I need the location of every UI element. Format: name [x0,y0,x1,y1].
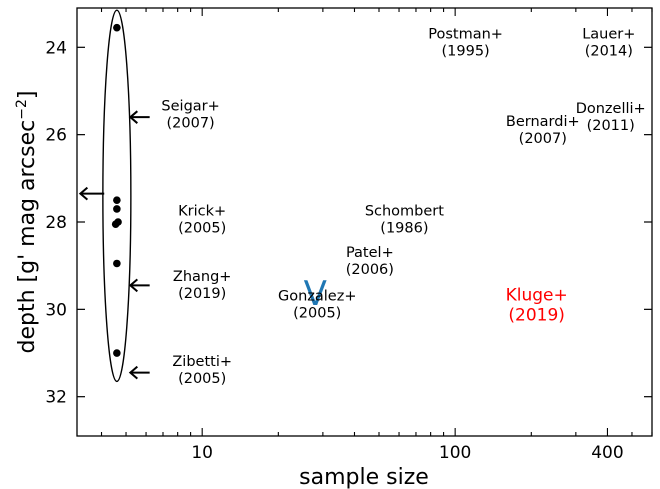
annotation-line: (2014) [585,44,633,60]
x-tick-label: 400 [591,443,623,463]
x-tick-label: 100 [439,443,471,463]
y-tick-label: 28 [45,213,67,233]
annotation-line: (2005) [178,220,226,236]
y-tick-label: 26 [45,126,67,146]
data-point [113,349,121,357]
annotation-line: Kluge+ [506,286,568,306]
plot-shapes: V [78,9,327,383]
annotation-line: (1986) [380,220,428,236]
x-tick-label: 10 [191,443,213,463]
data-point [114,218,122,226]
annotation-schombert: Schombert (1986) [365,203,444,236]
data-point [113,23,121,32]
plot-frame [76,7,653,437]
annotation-line: Schombert [365,203,444,219]
annotation-line: Zibetti+ [172,354,232,370]
annotation-seigar: Seigar+ (2007) [161,99,219,132]
annotation-line: (2005) [293,306,341,322]
data-point [113,205,121,213]
left-arrow-head [78,186,89,201]
annotation-donzelli: Donzelli+ (2011) [576,101,646,134]
annotation-krick: Krick+ (2005) [178,203,226,236]
y-tick-label: 30 [45,300,67,320]
x-axis-label: sample size [299,465,429,489]
left-arrow-head [128,365,138,380]
annotation-line: (2005) [178,371,226,387]
y-axis-label-close: ] [15,91,40,100]
annotation-zhang: Zhang+ (2019) [173,269,232,302]
left-arrow-head [128,110,138,124]
annotation-line: (2007) [519,131,567,147]
annotation-line: (2006) [346,262,394,278]
annotation-zibetti: Zibetti+ (2005) [172,354,232,387]
annotation-line: Zhang+ [173,269,232,285]
v-marker: V [304,274,327,314]
annotation-line: (2007) [166,116,214,132]
annotation-gonzalez: Gonzalez+ (2005) [278,289,357,322]
y-axis-label-main: depth [g' mag arcsec [15,120,40,354]
annotation-lauer: Lauer+ (2014) [582,27,635,60]
annotation-postman: Postman+ (1995) [428,27,503,60]
annotation-line: Bernardi+ [506,114,580,130]
annotation-line: (2019) [178,286,226,302]
data-point [113,196,121,204]
annotation-patel: Patel+ (2006) [346,245,394,278]
annotation-line: (1995) [442,44,490,60]
y-axis-label: depth [g' mag arcsec−2] [14,91,40,354]
annotation-line: (2019) [508,306,565,326]
annotation-line: Lauer+ [582,27,635,43]
annotation-line: Donzelli+ [576,101,646,117]
annotation-line: Krick+ [178,203,226,219]
annotation-line: (2011) [587,118,635,134]
annotation-line: Postman+ [428,27,503,43]
annotations: Seigar+ (2007)Krick+ (2005)Zhang+ (2019)Zib… [161,27,645,388]
annotation-kluge: Kluge+ (2019) [506,286,568,326]
y-tick-label: 32 [45,388,67,408]
left-arrow-head [128,278,138,293]
grouping-ellipse [102,9,132,383]
annotation-line: Seigar+ [161,99,219,115]
axes: 24 26 28 30 32 10 100 400 [45,7,653,463]
annotation-line: Gonzalez+ [278,289,357,305]
y-axis-label-sup: −2 [14,99,30,120]
data-point [113,259,121,268]
annotation-line: Patel+ [346,245,394,261]
y-tick-label: 24 [45,38,67,58]
annotation-bernardi: Bernardi+ (2007) [506,114,580,147]
